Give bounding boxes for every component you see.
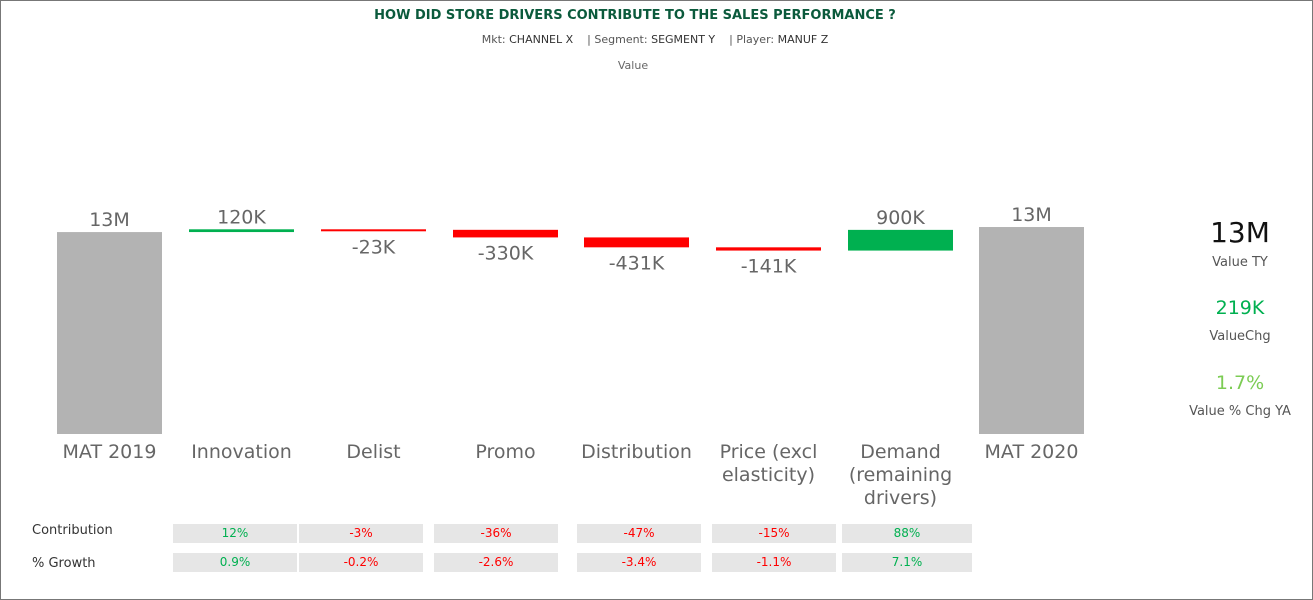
filter-segment-label: | Segment: bbox=[587, 33, 648, 46]
growth-cell-promo: -2.6% bbox=[434, 553, 558, 572]
contribution-cell-innovation: 12% bbox=[173, 524, 297, 543]
data-label-delist: -23K bbox=[352, 236, 396, 258]
kpi-value-change-label: ValueChg bbox=[1209, 329, 1271, 344]
growth-cell-distribution: -3.4% bbox=[577, 553, 701, 572]
contribution-cell-distribution: -47% bbox=[577, 524, 701, 543]
contribution-cell-demand: 88% bbox=[842, 524, 972, 543]
data-label-innovation: 120K bbox=[217, 206, 266, 228]
kpi-value-pct-chg-label: Value % Chg YA bbox=[1189, 404, 1291, 419]
filter-market-label: Mkt: bbox=[481, 33, 506, 46]
measure-caption: Value bbox=[617, 59, 649, 72]
contribution-cell-delist: -3% bbox=[299, 524, 423, 543]
bar-distribution bbox=[584, 237, 689, 248]
page-title: HOW DID STORE DRIVERS CONTRIBUTE TO THE … bbox=[374, 8, 896, 23]
category-label-price-excl-elasticity: Price (excl elasticity) bbox=[720, 441, 818, 486]
kpi-value-ty-label: Value TY bbox=[1212, 255, 1268, 270]
data-label-price-excl-elasticity: -141K bbox=[741, 256, 797, 278]
category-label-promo: Promo bbox=[475, 441, 535, 463]
growth-cell-price: -1.1% bbox=[712, 553, 836, 572]
bar-price-excl-elasticity bbox=[716, 247, 821, 251]
category-label-mat-2019: MAT 2019 bbox=[63, 441, 157, 463]
data-label-mat-2020: 13M bbox=[1011, 204, 1052, 226]
data-label-distribution: -431K bbox=[609, 252, 665, 274]
bar-innovation bbox=[189, 229, 294, 233]
data-label-demand-remaining-drivers: 900K bbox=[876, 207, 925, 229]
contribution-row-label: Contribution bbox=[32, 523, 113, 538]
bar-mat-2019 bbox=[57, 232, 162, 434]
data-label-promo: -330K bbox=[478, 242, 534, 264]
category-label-delist: Delist bbox=[346, 441, 400, 463]
category-label-mat-2020: MAT 2020 bbox=[985, 441, 1079, 463]
growth-row-label: % Growth bbox=[32, 556, 96, 571]
filter-player-value: MANUF Z bbox=[777, 33, 829, 46]
kpi-value-ty: 13M Value TY bbox=[1170, 216, 1310, 270]
bar-demand-remaining-drivers bbox=[848, 229, 953, 251]
bar-promo bbox=[453, 229, 558, 238]
kpi-value-pct-chg-number: 1.7% bbox=[1215, 372, 1265, 394]
data-label-mat-2019: 13M bbox=[89, 209, 130, 231]
kpi-value-ty-number: 13M bbox=[1210, 216, 1270, 249]
kpi-value-pct-chg: 1.7% Value % Chg YA bbox=[1170, 372, 1310, 419]
filter-segment-value: SEGMENT Y bbox=[651, 33, 716, 46]
category-label-demand-remaining-drivers: Demand (remaining drivers) bbox=[849, 441, 952, 509]
bar-mat-2020 bbox=[979, 227, 1084, 434]
category-label-innovation: Innovation bbox=[191, 441, 292, 463]
filter-summary: Mkt: CHANNEL X | Segment: SEGMENT Y | Pl… bbox=[0, 33, 1310, 46]
kpi-value-change: 219K ValueChg bbox=[1170, 297, 1310, 344]
category-label-distribution: Distribution bbox=[581, 441, 692, 463]
growth-cell-demand: 7.1% bbox=[842, 553, 972, 572]
filter-market-value: CHANNEL X bbox=[509, 33, 574, 46]
growth-cell-innovation: 0.9% bbox=[173, 553, 297, 572]
contribution-cell-price: -15% bbox=[712, 524, 836, 543]
kpi-value-change-number: 219K bbox=[1215, 297, 1265, 319]
bar-delist bbox=[321, 229, 426, 232]
filter-player-label: | Player: bbox=[729, 33, 775, 46]
waterfall-chart: 13M MAT 2019 120K Innovation -23K Delist -330K… bbox=[57, 204, 1084, 509]
contribution-cell-promo: -36% bbox=[434, 524, 558, 543]
growth-cell-delist: -0.2% bbox=[299, 553, 423, 572]
